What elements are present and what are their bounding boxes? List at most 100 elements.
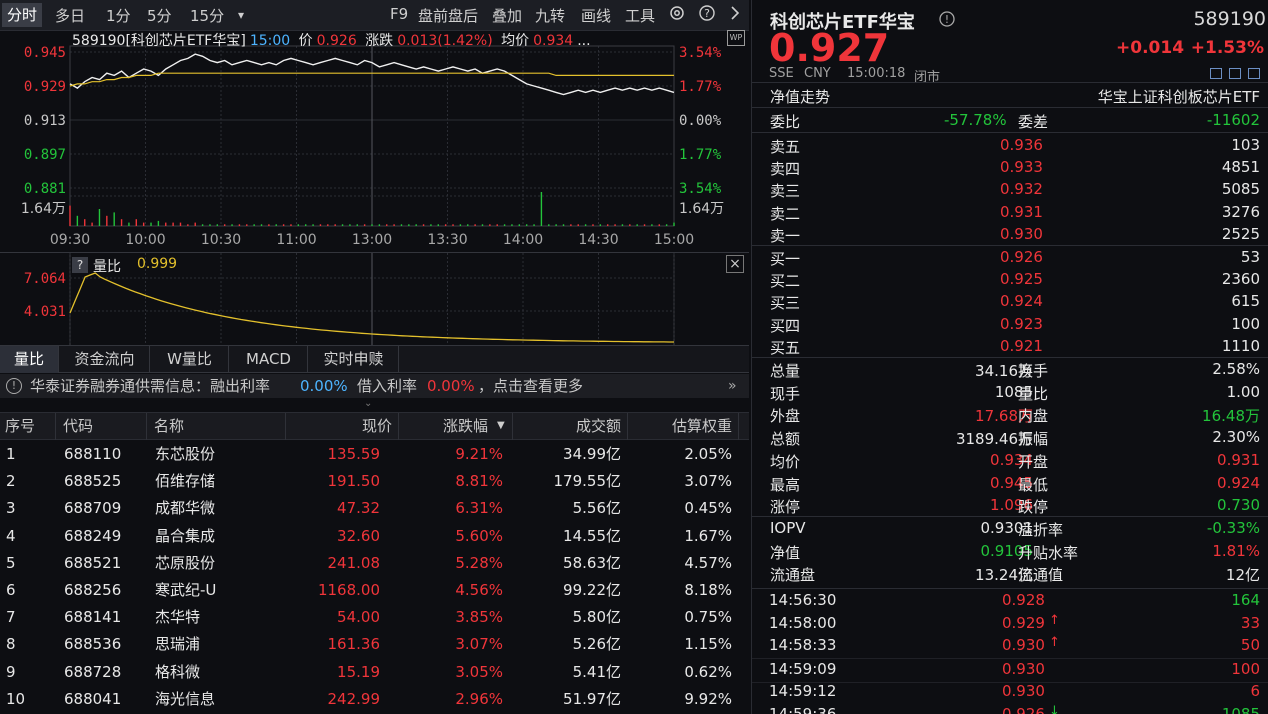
col-code[interactable]: 代码 — [57, 413, 147, 440]
table-row[interactable]: 6 688256 寒武纪-U 1168.00 4.56% 99.22亿 8.18% — [0, 577, 749, 604]
overlay-button[interactable]: 叠加 — [492, 7, 523, 25]
tab-volume-ratio[interactable]: 量比 — [0, 346, 59, 373]
chevron-right-icon[interactable] — [728, 4, 742, 26]
row-turnover: 5.26亿 — [572, 635, 621, 654]
stat-value: 0.945 — [990, 473, 1033, 492]
level-price: 0.930 — [1000, 224, 1043, 243]
avg-price-line — [69, 72, 674, 87]
gear-icon[interactable] — [668, 4, 686, 26]
stat-label: 最高 — [770, 475, 801, 494]
sort-desc-icon[interactable]: ▼ — [497, 420, 505, 431]
chart-panel: 分时 多日 1分 5分 15分 ▾ F9 盘前盘后 叠加 九转 画线 工具 ? … — [0, 0, 749, 713]
row-weight: 8.18% — [684, 581, 732, 599]
tick-price: 0.929 — [1002, 614, 1045, 632]
row-price: 241.08 — [327, 553, 381, 572]
tab-15min[interactable]: 15分 — [190, 7, 225, 25]
tick-price: 0.930 — [1002, 636, 1045, 654]
f9-button[interactable]: F9 — [390, 5, 409, 23]
weibi-label: 委比 — [770, 113, 801, 131]
edit-icon[interactable] — [1210, 68, 1222, 79]
tab-multiday[interactable]: 多日 — [55, 7, 86, 25]
table-row[interactable]: 7 688141 杰华特 54.00 3.85% 5.80亿 0.75% — [0, 604, 749, 631]
stat-value: 1085 — [994, 382, 1033, 401]
row-weight: 0.45% — [684, 499, 732, 518]
intraday-chart[interactable]: 0.945 0.929 0.913 0.897 0.881 3.54% 1.77% 0.00%… — [0, 0, 749, 252]
info-icon[interactable]: ! — [938, 10, 956, 32]
margin-notice[interactable]: ! 华泰证券融券通供需信息：融出利率 0.00% 借入利率 0.00% ，点击查… — [0, 374, 749, 398]
collapse-handle-icon[interactable]: ⌄ — [364, 398, 373, 409]
level-price: 0.921 — [1000, 336, 1043, 355]
tab-w-volume-ratio[interactable]: W量比 — [151, 346, 229, 373]
row-code: 688110 — [64, 445, 122, 463]
wp-icon[interactable]: WP — [727, 30, 745, 46]
table-row[interactable]: 5 688521 芯原股份 241.08 5.28% 58.63亿 4.57% — [0, 550, 749, 577]
col-weight[interactable]: 估算权重 — [629, 413, 739, 440]
level-price: 0.933 — [1000, 158, 1043, 177]
quote-time: 15:00:18 — [847, 66, 906, 81]
stat-value: 0.934 — [990, 450, 1033, 469]
y-tick-left: 0.945 — [24, 45, 66, 61]
table-row[interactable]: 10 688041 海光信息 242.99 2.96% 51.97亿 9.92% — [0, 686, 749, 713]
table-row[interactable]: 8 688536 思瑞浦 161.36 3.07% 5.26亿 1.15% — [0, 631, 749, 658]
stat-value: 34.16万 — [975, 362, 1033, 380]
level-label: 卖五 — [770, 138, 801, 156]
row-change-pct: 3.05% — [455, 662, 503, 681]
col-price[interactable]: 现价 — [287, 413, 399, 440]
tick-time: 14:59:12 — [769, 682, 837, 700]
tab-fund-flow[interactable]: 资金流向 — [60, 346, 150, 373]
row-turnover: 99.22亿 — [563, 581, 621, 599]
tab-intraday[interactable]: 分时 — [2, 3, 43, 27]
level-label: 卖一 — [770, 226, 801, 245]
stat-label: 溢折率 — [1018, 521, 1064, 539]
col-change-pct[interactable]: 涨跌幅 — [400, 413, 513, 440]
period-more-dropdown[interactable]: ▾ — [238, 8, 245, 22]
x-tick: 13:30 — [427, 232, 467, 248]
row-weight: 3.07% — [684, 472, 732, 491]
row-code: 688536 — [64, 635, 122, 654]
col-name[interactable]: 名称 — [148, 413, 286, 440]
level-label: 买四 — [770, 316, 801, 335]
row-index: 3 — [6, 499, 16, 518]
table-row[interactable]: 9 688728 格科微 15.19 3.05% 5.41亿 0.62% — [0, 659, 749, 686]
nine-turn-button[interactable]: 九转 — [535, 7, 566, 25]
table-row[interactable]: 2 688525 佰维存储 191.50 8.81% 179.55亿 3.07% — [0, 468, 749, 495]
popout-icon[interactable] — [1248, 68, 1260, 79]
y-tick-right: 3.54% — [679, 45, 722, 61]
table-row[interactable]: 3 688709 成都华微 47.32 6.31% 5.56亿 0.45% — [0, 495, 749, 522]
draw-line-button[interactable]: 画线 — [581, 7, 612, 25]
row-index: 7 — [6, 608, 16, 627]
stat-label: 净值 — [770, 543, 801, 562]
level-price: 0.932 — [1000, 180, 1043, 199]
tab-5min[interactable]: 5分 — [147, 7, 172, 25]
quote-panel: 科创芯片ETF华宝 ! 589190 0.927 +0.014 +1.53% S… — [751, 0, 1268, 714]
table-row[interactable]: 4 688249 晶合集成 32.60 5.60% 14.55亿 1.67% — [0, 523, 749, 550]
row-weight: 2.05% — [684, 445, 732, 463]
row-change-pct: 5.60% — [455, 526, 503, 545]
window-icon[interactable] — [1229, 68, 1241, 79]
tools-button[interactable]: 工具 — [625, 7, 656, 25]
row-name: 佰维存储 — [155, 472, 216, 491]
expand-icon[interactable]: » — [728, 378, 737, 394]
price-value: 0.926 — [316, 33, 357, 49]
level-label: 买五 — [770, 338, 801, 357]
help-icon[interactable]: ? — [72, 257, 88, 273]
tab-realtime-creation[interactable]: 实时申赎 — [309, 346, 399, 373]
row-turnover: 51.97亿 — [563, 689, 621, 708]
close-icon[interactable]: × — [726, 255, 744, 273]
stat-value: 2.30% — [1212, 428, 1260, 447]
nav-trend-link[interactable]: 净值走势 — [770, 88, 831, 106]
table-row[interactable]: 1 688110 东芯股份 135.59 9.21% 34.99亿 2.05% — [0, 441, 749, 468]
notice-rate1: 0.00% — [300, 377, 348, 395]
svg-text:?: ? — [704, 7, 710, 20]
tab-1min[interactable]: 1分 — [106, 7, 131, 25]
pre-after-market-button[interactable]: 盘前盘后 — [418, 7, 479, 25]
col-turnover[interactable]: 成交额 — [514, 413, 628, 440]
col-index[interactable]: 序号 — [0, 413, 56, 440]
x-tick: 11:00 — [276, 232, 316, 248]
row-code: 688709 — [64, 499, 122, 518]
more-indicator: ... — [577, 33, 591, 49]
x-tick: 13:00 — [352, 232, 392, 248]
x-tick: 14:00 — [503, 232, 543, 248]
help-icon[interactable]: ? — [698, 4, 716, 26]
tab-macd[interactable]: MACD — [230, 346, 308, 373]
